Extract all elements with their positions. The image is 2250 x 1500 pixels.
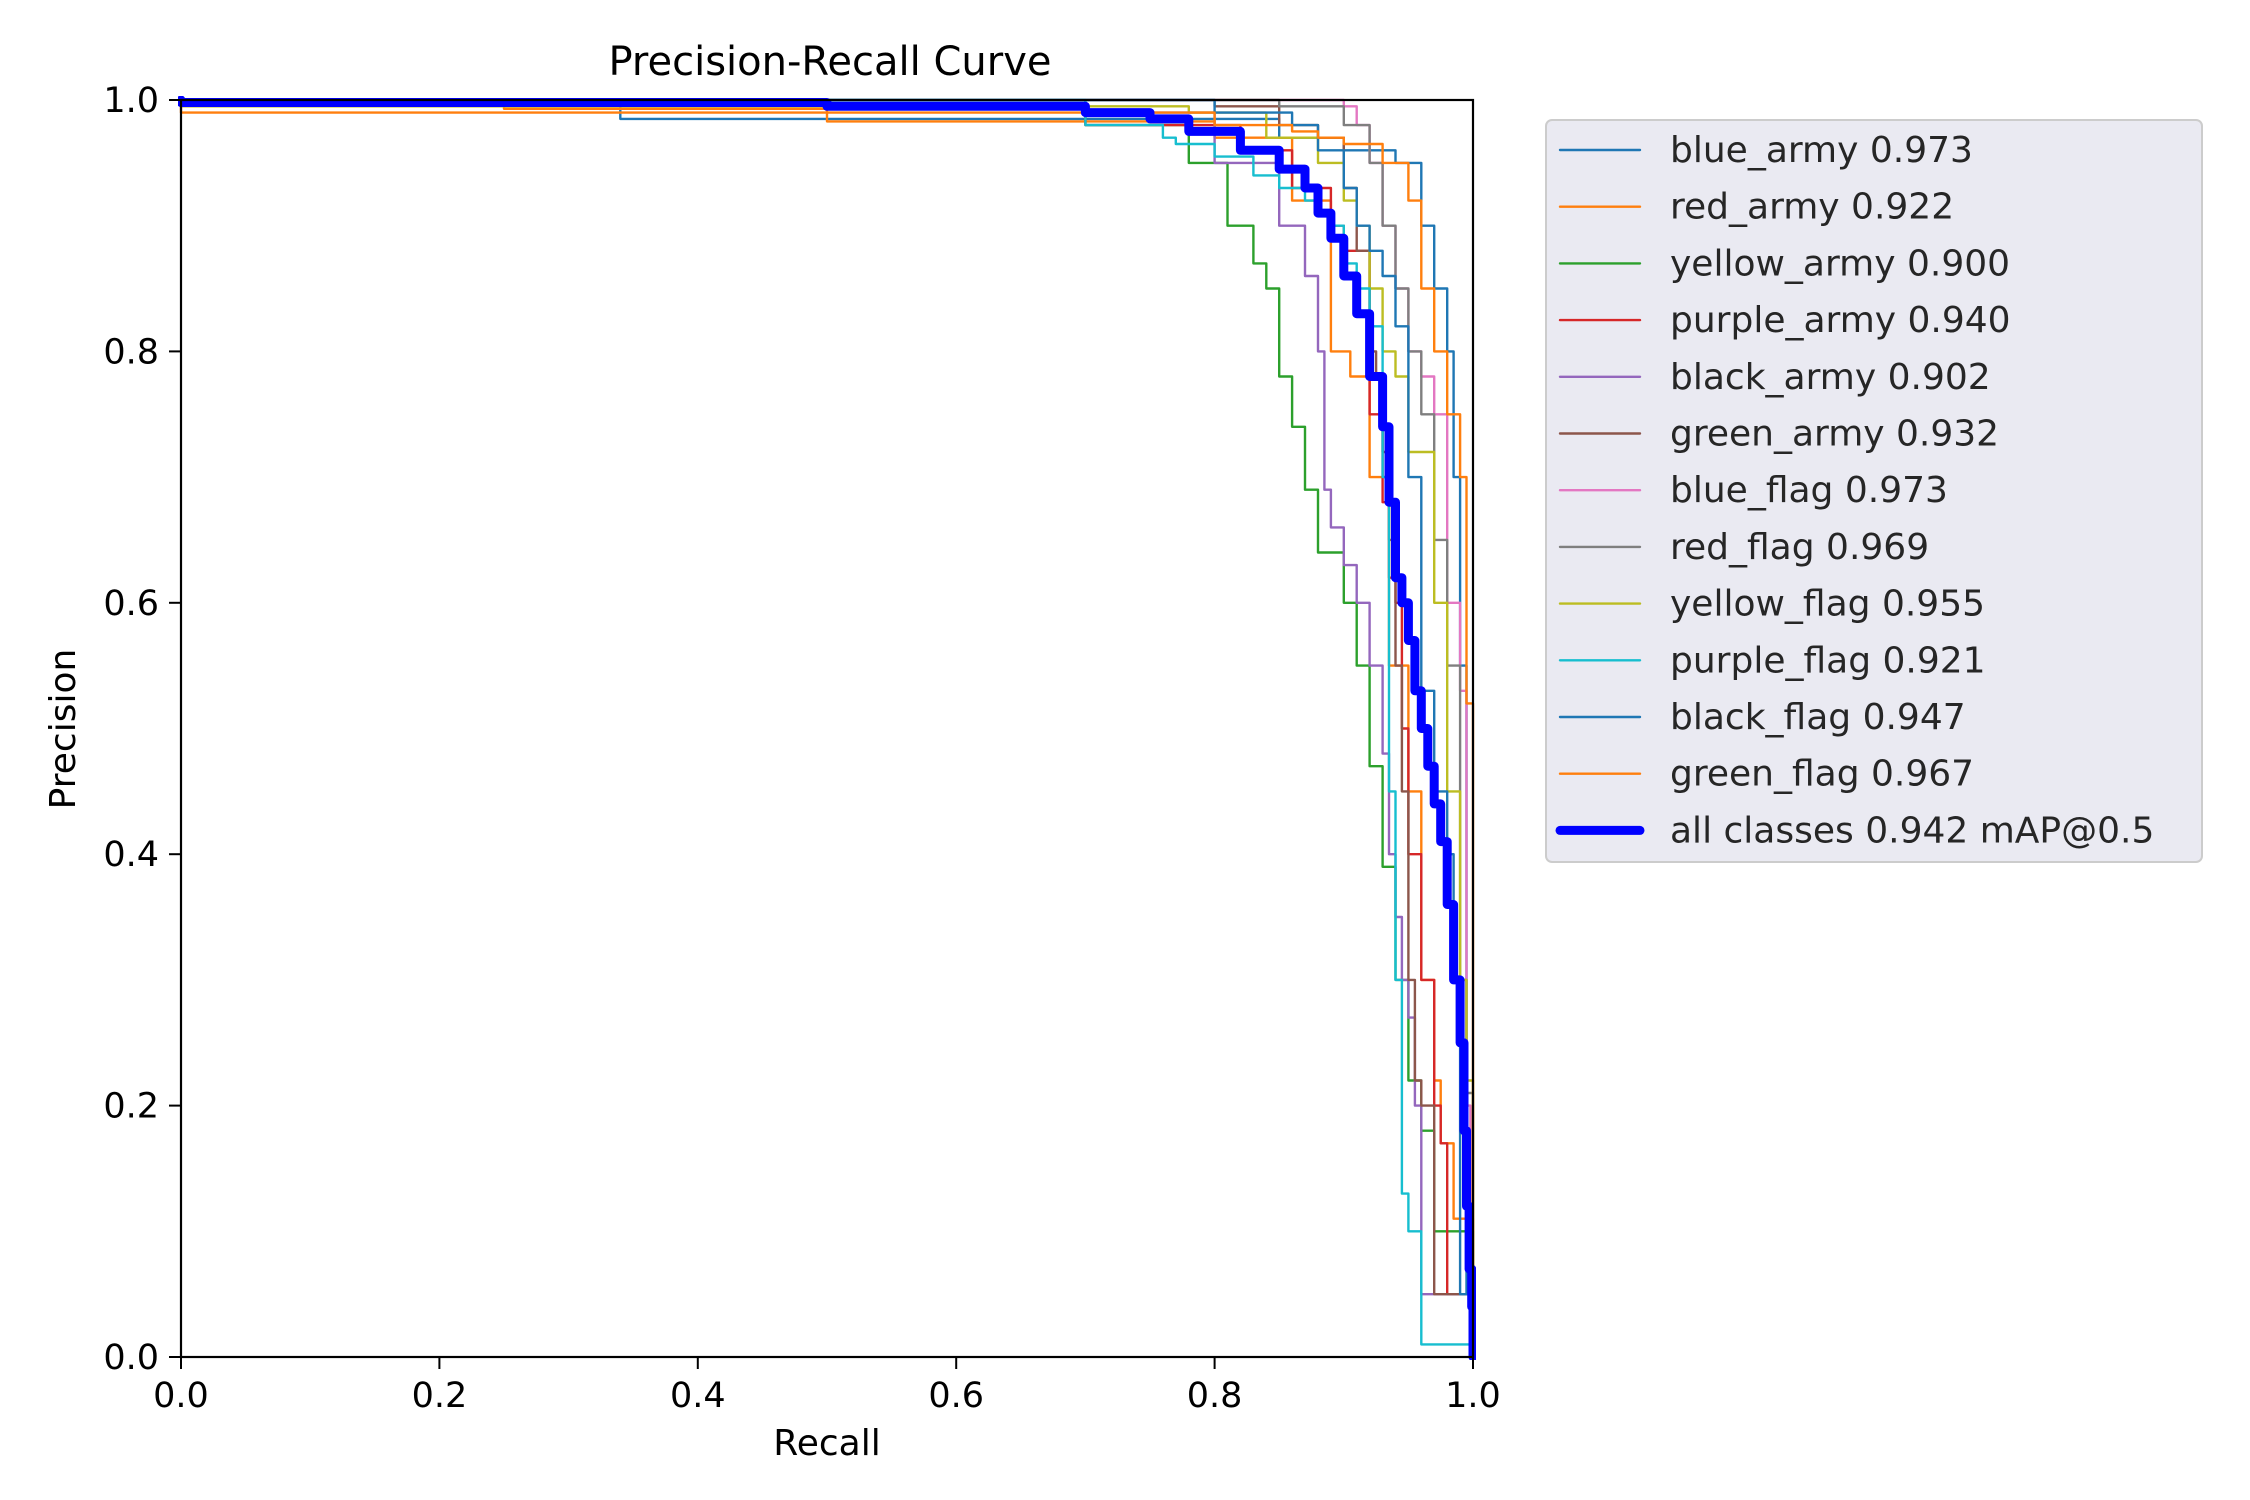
x-tick-label: 1.0 [1445, 1376, 1501, 1416]
series-line-black-flag [179, 98, 1475, 1359]
legend-label-yellow-flag: yellow_flag 0.955 [1670, 584, 1985, 625]
y-tick-label: 0.8 [103, 332, 159, 372]
x-axis-ticks: 0.0 0.2 0.4 0.6 0.8 1.0 [153, 1357, 1501, 1416]
y-tick-label: 0.4 [103, 835, 159, 875]
x-axis-label: Recall [773, 1423, 880, 1464]
series-line-all-classes [178, 96, 1476, 1360]
legend-label-green-army: green_army 0.932 [1670, 414, 1999, 455]
series-line-green-flag [179, 98, 1475, 1359]
chart-title: Precision-Recall Curve [609, 39, 1052, 85]
legend: blue_army 0.973 red_army 0.922 yellow_army… [1545, 119, 2203, 863]
y-tick-label: 0.0 [103, 1338, 159, 1378]
legend-label-all-classes: all classes 0.942 mAP@0.5 [1670, 810, 2154, 851]
y-tick-label: 1.0 [103, 81, 159, 121]
series-line-black-army [179, 98, 1475, 1359]
legend-label-purple-army: purple_army 0.940 [1670, 300, 2011, 341]
plot-area [178, 96, 1476, 1360]
x-tick-label: 0.2 [412, 1376, 468, 1416]
x-tick-label: 0.8 [1187, 1376, 1243, 1416]
series-line-yellow-army [179, 98, 1475, 1359]
legend-box [1545, 119, 2203, 863]
legend-label-black-flag: black_flag 0.947 [1670, 697, 1966, 738]
legend-label-green-flag: green_flag 0.967 [1670, 754, 1974, 795]
legend-label-blue-flag: blue_flag 0.973 [1670, 470, 1948, 511]
y-axis-ticks: 0.0 0.2 0.4 0.6 0.8 1.0 [103, 81, 181, 1378]
legend-label-purple-flag: purple_flag 0.921 [1670, 640, 1986, 681]
plot-frame [179, 98, 1475, 1359]
series-line-purple-flag [179, 98, 1475, 1359]
x-tick-label: 0.6 [928, 1376, 984, 1416]
x-tick-label: 0.0 [153, 1376, 209, 1416]
legend-label-yellow-army: yellow_army 0.900 [1670, 243, 2010, 284]
legend-label-blue-army: blue_army 0.973 [1670, 130, 1973, 171]
legend-label-red-army: red_army 0.922 [1670, 187, 1954, 228]
legend-label-red-flag: red_flag 0.969 [1670, 527, 1929, 568]
y-tick-label: 0.6 [103, 584, 159, 624]
series-line-yellow-flag [179, 98, 1475, 1359]
y-tick-label: 0.2 [103, 1087, 159, 1127]
legend-items: blue_army 0.973 red_army 0.922 yellow_army… [1555, 130, 2154, 851]
series-lines [178, 96, 1476, 1360]
legend-label-black-army: black_army 0.902 [1670, 357, 1991, 398]
x-tick-label: 0.4 [670, 1376, 726, 1416]
y-axis-label: Precision [43, 649, 84, 810]
